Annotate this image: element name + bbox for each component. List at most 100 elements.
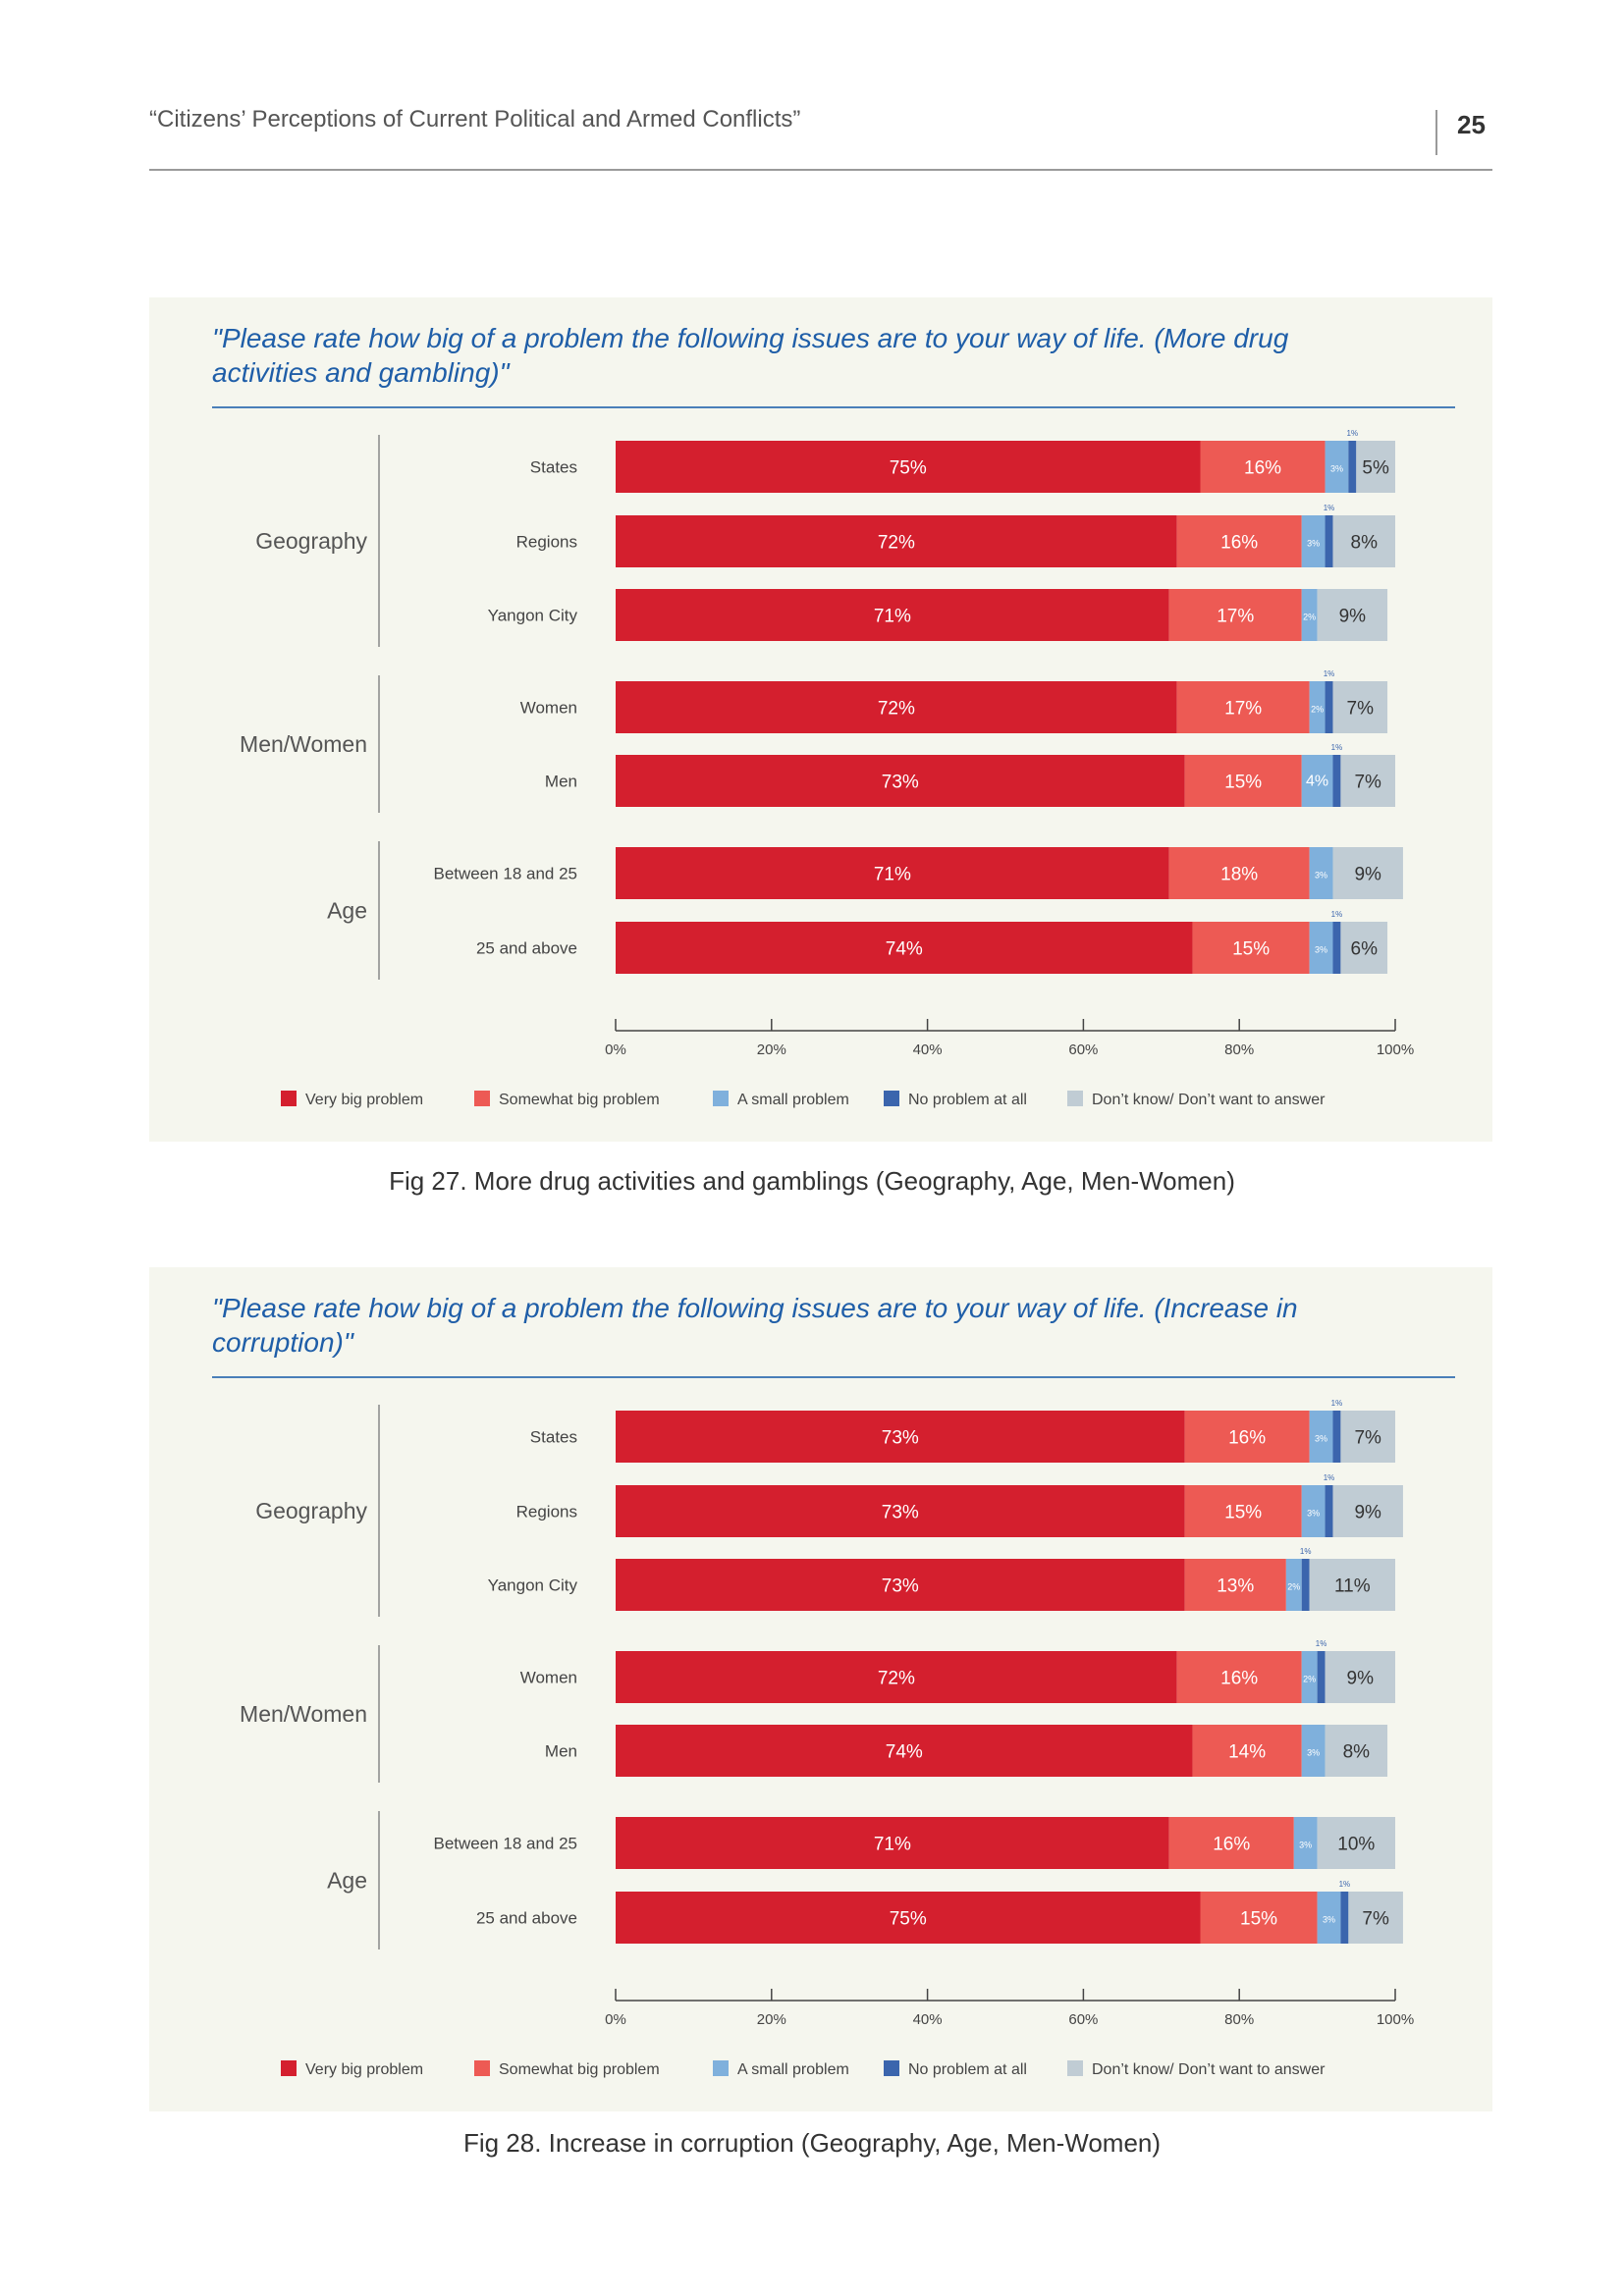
data-label: 15% bbox=[1232, 939, 1270, 960]
bar-segment bbox=[616, 1411, 1185, 1463]
x-tick-label: 0% bbox=[605, 1041, 626, 1058]
row-label: Regions bbox=[516, 1503, 577, 1522]
data-label: 2% bbox=[1287, 1582, 1300, 1592]
bar-segment bbox=[1301, 515, 1326, 567]
data-label: 71% bbox=[874, 865, 911, 885]
bar-segment bbox=[1176, 1651, 1302, 1703]
bar-segment bbox=[1332, 1411, 1341, 1463]
data-label: 4% bbox=[1306, 774, 1328, 790]
data-label: 3% bbox=[1307, 1748, 1320, 1758]
bar-segment bbox=[1176, 515, 1302, 567]
legend-label: Very big problem bbox=[305, 2061, 423, 2078]
legend-swatch bbox=[884, 2060, 899, 2076]
legend-swatch bbox=[713, 2060, 729, 2076]
bar-segment bbox=[1301, 1651, 1318, 1703]
data-label: 7% bbox=[1347, 699, 1375, 720]
bar-segment bbox=[1176, 681, 1310, 733]
x-tick-label: 60% bbox=[1068, 1041, 1098, 1058]
bar-segment bbox=[1332, 515, 1395, 567]
bar-segment bbox=[1168, 1817, 1294, 1869]
row-label: Yangon City bbox=[488, 1576, 578, 1595]
bar-segment bbox=[1309, 1411, 1333, 1463]
bar-segment bbox=[616, 922, 1193, 974]
data-label: 3% bbox=[1323, 1915, 1335, 1925]
figure-caption: Fig 27. More drug activities and gamblin… bbox=[389, 1166, 1235, 1196]
data-label: 13% bbox=[1217, 1576, 1254, 1597]
bar-segment bbox=[1192, 1725, 1302, 1777]
document-title: “Citizens’ Perceptions of Current Politi… bbox=[149, 106, 801, 133]
x-tick-label: 100% bbox=[1377, 1041, 1414, 1058]
legend-swatch bbox=[713, 1091, 729, 1106]
group-label: Geography bbox=[255, 528, 367, 554]
bar-segment bbox=[1168, 589, 1302, 641]
bar-segment bbox=[1340, 755, 1395, 807]
data-label: 74% bbox=[886, 1742, 923, 1763]
data-label: 15% bbox=[1224, 1503, 1262, 1523]
legend-label: Don’t know/ Don’t want to answer bbox=[1092, 1092, 1326, 1108]
data-label: 3% bbox=[1307, 539, 1320, 549]
data-label: 6% bbox=[1351, 939, 1379, 960]
bar-segment bbox=[1348, 441, 1357, 493]
chart-panel-drug-activities: "Please rate how big of a problem the fo… bbox=[149, 297, 1492, 1142]
stacked-bar-chart: Geography States 73% 16% 3% 1% 7% Regions 73% 15%… bbox=[240, 1399, 1414, 2078]
data-label: 3% bbox=[1315, 1434, 1327, 1444]
legend-label: Very big problem bbox=[305, 1092, 423, 1108]
bar-segment bbox=[1200, 441, 1326, 493]
bar-segment bbox=[1200, 1892, 1318, 1944]
data-label: 15% bbox=[1240, 1909, 1277, 1930]
group-label: Men/Women bbox=[240, 731, 367, 757]
bar-segment bbox=[616, 681, 1177, 733]
row-label: States bbox=[530, 458, 577, 477]
x-tick-label: 100% bbox=[1377, 2011, 1414, 2028]
row-label: Women bbox=[520, 1669, 577, 1687]
row-label: Men bbox=[545, 1742, 577, 1761]
bar-segment bbox=[1168, 847, 1310, 899]
bar-segment bbox=[1325, 441, 1349, 493]
bar-segment bbox=[616, 1559, 1185, 1611]
question-rule bbox=[212, 406, 1455, 408]
bar-segment bbox=[1332, 1485, 1403, 1537]
chart-question: "Please rate how big of a problem the fo… bbox=[212, 323, 1289, 388]
bar-segment bbox=[1293, 1817, 1318, 1869]
x-tick-label: 80% bbox=[1224, 2011, 1254, 2028]
data-label: 3% bbox=[1307, 1509, 1320, 1519]
data-label: 3% bbox=[1315, 945, 1327, 955]
bar-segment bbox=[1184, 1411, 1310, 1463]
bar-segment bbox=[1325, 1651, 1395, 1703]
data-label: 3% bbox=[1315, 871, 1327, 881]
data-label: 75% bbox=[890, 1909, 927, 1930]
legend-swatch bbox=[281, 2060, 297, 2076]
bar-segment bbox=[1340, 922, 1388, 974]
data-label: 72% bbox=[878, 699, 915, 720]
x-tick-label: 80% bbox=[1224, 1041, 1254, 1058]
group-label: Geography bbox=[255, 1498, 367, 1523]
data-label: 17% bbox=[1217, 607, 1254, 627]
data-label: 16% bbox=[1228, 1428, 1266, 1449]
legend-label: A small problem bbox=[737, 1092, 849, 1108]
row-label: 25 and above bbox=[476, 1909, 577, 1928]
legend-label: No problem at all bbox=[908, 1092, 1027, 1108]
legend-swatch bbox=[281, 1091, 297, 1106]
data-label: 9% bbox=[1339, 607, 1367, 627]
row-label: States bbox=[530, 1428, 577, 1447]
row-label: 25 and above bbox=[476, 939, 577, 958]
legend-label: A small problem bbox=[737, 2061, 849, 2078]
x-tick-label: 0% bbox=[605, 2011, 626, 2028]
bar-segment bbox=[616, 847, 1169, 899]
data-label: 16% bbox=[1213, 1835, 1250, 1855]
group-label: Age bbox=[327, 1868, 367, 1894]
bar-segment bbox=[1301, 755, 1333, 807]
data-label: 18% bbox=[1220, 865, 1258, 885]
data-label: 3% bbox=[1330, 464, 1343, 474]
legend-swatch bbox=[1067, 1091, 1083, 1106]
group-label: Men/Women bbox=[240, 1701, 367, 1727]
data-label: 2% bbox=[1303, 1675, 1316, 1684]
bar-segment bbox=[1184, 1559, 1286, 1611]
bar-segment bbox=[1332, 922, 1341, 974]
data-label: 74% bbox=[886, 939, 923, 960]
header-divider bbox=[1435, 110, 1437, 155]
data-label: 1% bbox=[1339, 1880, 1351, 1889]
x-tick-label: 40% bbox=[913, 1041, 943, 1058]
bar-segment bbox=[1309, 681, 1326, 733]
bar-segment bbox=[1192, 922, 1310, 974]
